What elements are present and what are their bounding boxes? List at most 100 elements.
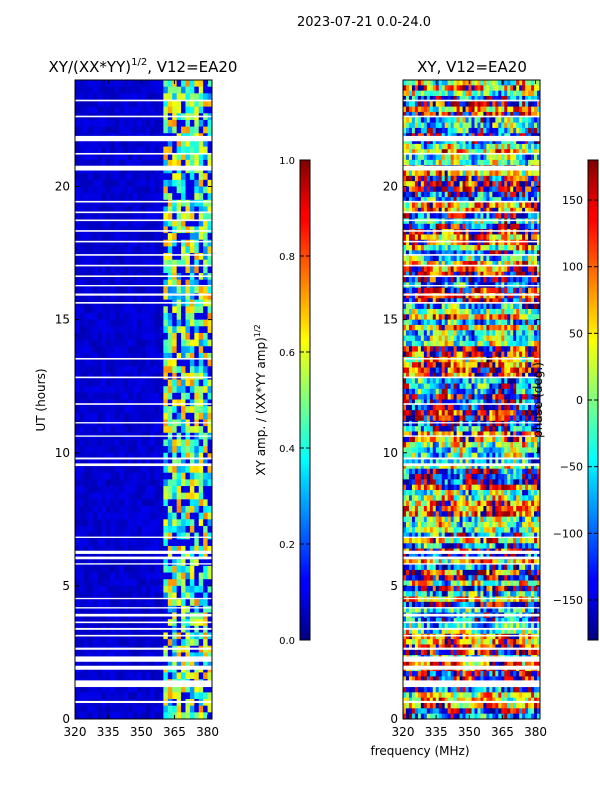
amplitude-cell (181, 579, 186, 587)
phase-cell (513, 234, 517, 241)
phase-cell (480, 122, 484, 129)
amplitude-cell (176, 672, 182, 680)
amplitude-cell (101, 93, 107, 101)
phase-cell (426, 106, 431, 113)
phase-cell (438, 138, 443, 145)
amplitude-cell (97, 439, 102, 447)
phase-cell (444, 191, 449, 198)
phase-cell (453, 111, 458, 118)
phase-cell (465, 122, 469, 129)
amplitude-cell (119, 486, 125, 494)
amplitude-cell (150, 173, 155, 181)
amplitude-cell (83, 233, 89, 241)
amplitude-cell (101, 99, 107, 108)
amplitude-cell (181, 153, 186, 161)
phase-cell (474, 229, 478, 235)
amplitude-cell (79, 332, 85, 340)
amplitude-cell (163, 139, 169, 147)
phase-cell (432, 159, 437, 166)
amplitude-cell (198, 106, 204, 114)
phase-cell (456, 197, 460, 203)
phase-cell (435, 266, 440, 273)
phase-cell (471, 95, 475, 102)
amplitude-cell (101, 139, 107, 147)
phase-cell (477, 239, 481, 246)
phase-cell (426, 298, 431, 305)
amplitude-cell (105, 213, 111, 221)
amplitude-cell (119, 246, 125, 254)
phase-cell (468, 127, 472, 134)
amplitude-cell (203, 386, 208, 394)
amplitude-cell (176, 439, 182, 447)
phase-cell (456, 271, 460, 278)
phase-cell (444, 138, 449, 145)
amplitude-cell (136, 159, 142, 167)
phase-cell (513, 261, 517, 267)
phase-cell (408, 266, 413, 273)
amplitude-cell (207, 139, 213, 147)
amplitude-cell (185, 705, 191, 713)
amplitude-cell (83, 126, 89, 134)
phase-cell (429, 207, 434, 214)
amplitude-cell (101, 592, 107, 600)
amplitude-cell (163, 412, 169, 420)
phase-cell (426, 261, 431, 267)
phase-cell (426, 138, 431, 145)
phase-cell (462, 181, 466, 187)
flag-stripe (75, 135, 212, 142)
amplitude-cell (83, 279, 89, 287)
amplitude-cell (110, 559, 116, 567)
phase-cell (486, 106, 490, 113)
phase-cell (495, 245, 499, 251)
phase-cell (528, 143, 532, 150)
amplitude-cell (105, 452, 111, 460)
amplitude-cell (207, 392, 213, 400)
phase-cell (495, 234, 499, 241)
phase-cell (453, 117, 458, 124)
amplitude-cell (181, 386, 186, 394)
amplitude-cell (141, 153, 147, 161)
phase-cell (492, 191, 496, 198)
phase-cell (486, 261, 490, 267)
amplitude-cell (119, 159, 125, 167)
amplitude-cell (88, 339, 94, 347)
amplitude-cell (198, 179, 204, 187)
phase-cell (417, 298, 422, 305)
amplitude-cell (136, 525, 142, 534)
amplitude-cell (75, 692, 80, 700)
phase-cell (408, 159, 413, 166)
phase-cell (477, 218, 481, 225)
phase-cell (498, 143, 502, 150)
amplitude-cell (158, 266, 164, 274)
amplitude-cell (185, 659, 191, 667)
phase-cell (462, 234, 466, 241)
phase-cell (403, 149, 407, 155)
amplitude-cell (176, 399, 182, 407)
amplitude-cell (136, 599, 142, 607)
phase-cell (522, 90, 526, 97)
amplitude-cell (119, 712, 125, 720)
amplitude-cell (158, 339, 164, 347)
phase-cell (504, 143, 508, 150)
amplitude-cell (181, 206, 186, 214)
phase-cell (492, 149, 496, 155)
amplitude-cell (154, 426, 160, 434)
amplitude-cell (176, 412, 182, 420)
amplitude-cell (105, 532, 111, 540)
amplitude-cell (114, 366, 120, 374)
phase-cell (462, 191, 466, 198)
amplitude-cell (176, 585, 182, 593)
amplitude-cell (176, 352, 182, 360)
amplitude-cell (185, 279, 191, 287)
amplitude-cell (176, 552, 182, 560)
amplitude-cell (123, 93, 129, 101)
amplitude-cell (154, 705, 160, 713)
amplitude-cell (75, 99, 80, 108)
phase-cell (534, 245, 538, 251)
amplitude-cell (119, 306, 125, 314)
phase-cell (459, 138, 463, 145)
flag-stripe (75, 700, 212, 704)
amplitude-cell (79, 399, 85, 407)
phase-cell (456, 266, 460, 273)
phase-cell (471, 127, 475, 134)
